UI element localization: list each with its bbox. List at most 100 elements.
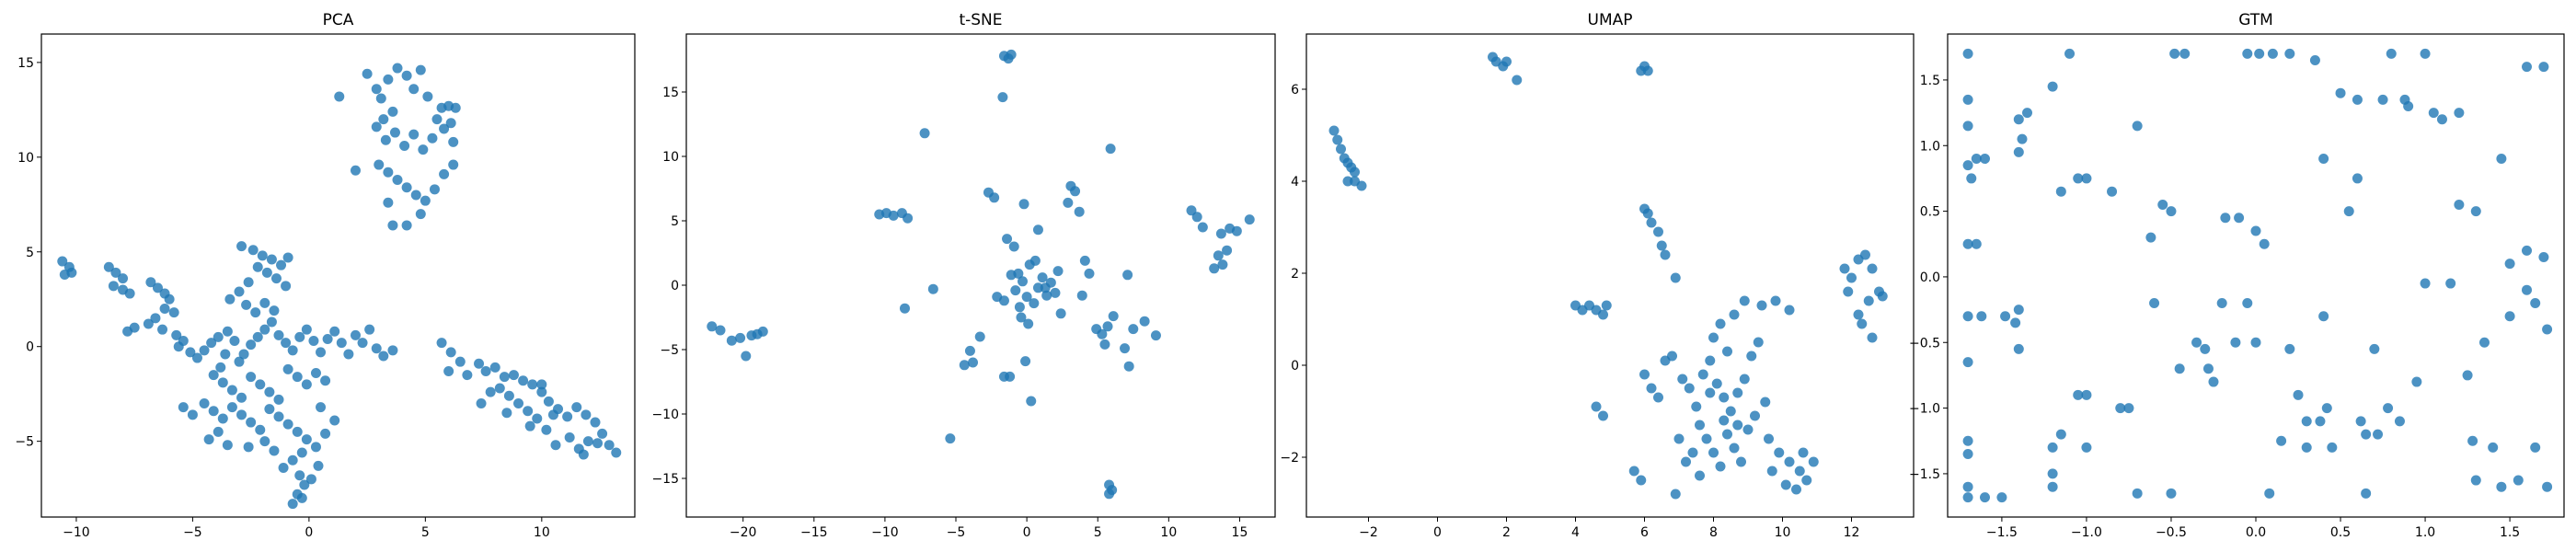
scatter-point <box>2352 94 2363 105</box>
scatter-point <box>2530 297 2541 308</box>
scatter-point <box>2250 337 2261 348</box>
scatter-point <box>282 363 293 374</box>
scatter-point <box>292 372 303 383</box>
scatter-point <box>2343 206 2354 217</box>
scatter-point <box>974 331 985 342</box>
scatter-point <box>989 192 1000 203</box>
scatter-point <box>919 128 930 139</box>
scatter-point <box>2436 114 2447 125</box>
x-tick-label: −10 <box>871 525 899 540</box>
scatter-point <box>296 447 307 458</box>
scatter-point <box>1750 410 1760 421</box>
scatter-point <box>1760 397 1771 408</box>
x-tick-label: −5 <box>947 525 966 540</box>
scatter-point <box>1798 447 1809 458</box>
scatter-point <box>264 404 275 415</box>
scatter-point <box>357 338 368 349</box>
scatter-point <box>2202 363 2214 374</box>
scatter-point <box>2301 416 2312 427</box>
scatter-point <box>1150 330 1161 341</box>
scatter-point <box>1231 225 1242 236</box>
scatter-point <box>903 213 914 224</box>
scatter-point <box>1076 290 1087 301</box>
scatter-point <box>1642 208 1653 219</box>
scatter-point <box>305 474 316 485</box>
scatter-point <box>1010 285 1021 296</box>
scatter-point <box>1628 466 1639 477</box>
scatter-point <box>383 197 394 208</box>
scatter-point <box>2318 154 2329 165</box>
scatter-point <box>2166 488 2177 499</box>
scatter-point <box>387 345 398 356</box>
scatter-point <box>547 409 558 420</box>
scatter-point <box>2361 488 2372 499</box>
scatter-point <box>1002 234 1013 245</box>
scatter-point <box>888 210 899 221</box>
x-tick-label: −1.5 <box>1986 525 2018 540</box>
scatter-point <box>66 267 77 278</box>
scatter-point <box>1356 180 1367 191</box>
scatter-point <box>208 406 219 417</box>
scatter-point <box>1104 489 1115 500</box>
scatter-point <box>2250 225 2261 236</box>
plot-area-frame <box>40 33 636 518</box>
scatter-point <box>1008 241 1019 252</box>
scatter-point <box>2488 442 2499 453</box>
scatter-point <box>420 195 431 206</box>
scatter-point <box>287 454 298 466</box>
scatter-point <box>236 392 247 403</box>
scatter-point <box>2284 343 2295 354</box>
scatter-point <box>387 220 398 231</box>
scatter-point <box>2470 206 2481 217</box>
scatter-point <box>1215 228 1226 239</box>
scatter-point <box>322 333 333 344</box>
scatter-point <box>264 386 275 397</box>
scatter-point <box>124 288 135 299</box>
scatter-point <box>276 259 287 270</box>
scatter-point <box>1962 160 1973 171</box>
scatter-point <box>2145 232 2156 243</box>
scatter-point <box>1729 443 1740 454</box>
scatter-point <box>578 449 589 460</box>
scatter-point <box>1055 308 1066 319</box>
scatter-point <box>191 352 202 363</box>
scatter-point <box>1670 272 1681 283</box>
scatter-point <box>501 408 512 419</box>
scatter-point <box>1846 272 1857 283</box>
chart-title: UMAP <box>1588 11 1633 29</box>
scatter-point <box>518 375 529 386</box>
scatter-point <box>383 74 394 85</box>
scatter-point <box>1070 186 1081 197</box>
scatter-point <box>2132 488 2143 499</box>
scatter-point <box>278 462 289 473</box>
scatter-point <box>1732 387 1743 398</box>
scatter-point <box>1123 361 1134 372</box>
scatter-point <box>2504 259 2515 270</box>
scatter-point <box>1843 286 1854 297</box>
scatter-point <box>392 175 403 186</box>
scatter-point <box>1708 447 1719 458</box>
scatter-point <box>313 460 324 471</box>
scatter-point <box>2383 403 2394 414</box>
scatter-point <box>246 339 257 351</box>
scatter-point <box>1860 249 1870 260</box>
scatter-point <box>301 379 312 390</box>
scatter-point <box>1120 343 1131 354</box>
y-tick-label: 10 <box>17 151 34 166</box>
scatter-point <box>2000 311 2011 322</box>
scatter-point <box>2504 311 2515 322</box>
scatter-point <box>213 331 224 342</box>
scatter-point <box>1656 240 1667 251</box>
scatter-point <box>899 303 910 314</box>
scatter-point <box>1867 263 1878 274</box>
scatter-point <box>2107 186 2118 197</box>
y-tick-label: 0 <box>671 279 679 293</box>
scatter-point <box>2022 108 2033 119</box>
scatter-point <box>2047 468 2058 479</box>
scatter-point <box>757 326 768 337</box>
scatter-point <box>145 277 156 288</box>
scatter-point <box>2522 245 2533 256</box>
scatter-point <box>281 338 292 349</box>
scatter-point <box>1016 312 1027 323</box>
scatter-point <box>1753 337 1764 348</box>
